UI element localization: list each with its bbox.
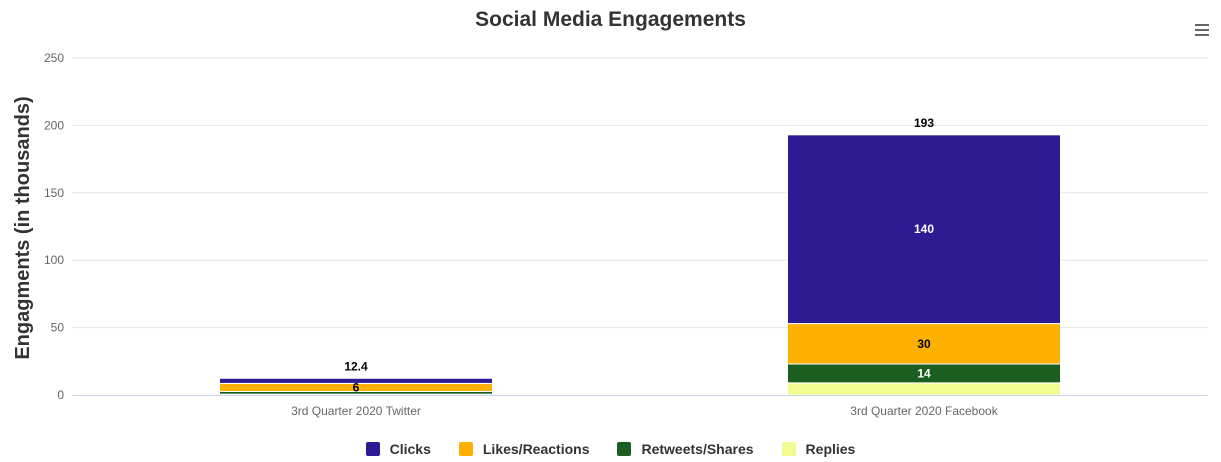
y-tick-label: 0	[57, 388, 64, 402]
bars	[219, 134, 1061, 396]
y-tick-label: 150	[44, 186, 64, 200]
bar-segment-clicks[interactable]	[219, 377, 493, 384]
legend-label: Retweets/Shares	[641, 441, 754, 457]
legend-swatch	[458, 442, 473, 456]
plot-area: 0 50 100 150 200 250 6 12.4 14 30 140 193 3rd Quar…	[12, 51, 1208, 418]
chart-menu-button[interactable]	[1192, 18, 1214, 40]
y-axis-ticks: 0 50 100 150 200 250	[44, 51, 64, 402]
legend-item-likes-reactions[interactable]: Likes/Reactions	[458, 441, 590, 457]
y-tick-label: 200	[44, 118, 64, 132]
legend-swatch	[365, 442, 380, 456]
segment-value-label: 6	[353, 380, 360, 394]
legend-label: Replies	[805, 441, 856, 457]
segment-value-label: 30	[917, 337, 931, 351]
stack-total-label: 12.4	[344, 359, 368, 373]
data-labels: 6 12.4 14 30 140 193	[344, 116, 934, 395]
y-tick-label: 50	[51, 321, 65, 335]
legend-item-replies[interactable]: Replies	[781, 441, 856, 457]
y-tick-label: 100	[44, 253, 64, 267]
legend: Clicks Likes/Reactions Retweets/Shares Repl…	[0, 441, 1221, 457]
bar-segment-replies[interactable]	[787, 382, 1061, 396]
chart-title: Social Media Engagements	[475, 8, 746, 31]
legend-item-retweets-shares[interactable]: Retweets/Shares	[617, 441, 754, 457]
y-axis-title: Engagments (in thousands)	[12, 96, 34, 359]
x-tick-label: 3rd Quarter 2020 Facebook	[850, 404, 998, 418]
y-tick-label: 250	[44, 51, 64, 65]
x-axis-ticks: 3rd Quarter 2020 Twitter 3rd Quarter 2020…	[291, 404, 999, 418]
legend-label: Likes/Reactions	[482, 441, 590, 457]
legend-swatch	[617, 442, 632, 456]
legend-label: Clicks	[389, 441, 431, 457]
segment-value-label: 140	[914, 222, 934, 236]
segment-value-label: 14	[917, 366, 931, 380]
stack-total-label: 193	[914, 116, 934, 130]
bar-segment-clicks[interactable]	[787, 134, 1061, 325]
legend-item-clicks[interactable]: Clicks	[365, 441, 431, 457]
bar-segment-likes-reactions[interactable]	[787, 323, 1061, 365]
x-tick-label: 3rd Quarter 2020 Twitter	[291, 404, 421, 418]
legend-swatch	[781, 442, 796, 456]
